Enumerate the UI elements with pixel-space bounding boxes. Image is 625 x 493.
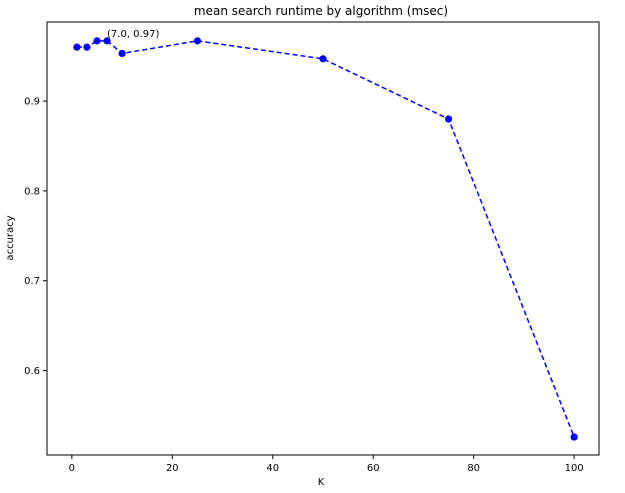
x-tick-label: 60 bbox=[367, 463, 380, 474]
data-point bbox=[83, 43, 91, 51]
annotations: (7.0, 0.97) bbox=[107, 29, 159, 40]
y-tick-label: 0.7 bbox=[24, 276, 40, 287]
data-points bbox=[73, 37, 578, 441]
data-point bbox=[570, 433, 578, 441]
annotation-label: (7.0, 0.97) bbox=[107, 29, 159, 40]
series-line-accuracy bbox=[76, 40, 575, 438]
data-point bbox=[444, 115, 453, 123]
y-tick-label: 0.9 bbox=[24, 97, 40, 108]
data-point bbox=[73, 43, 81, 51]
y-axis-label: accuracy bbox=[5, 215, 16, 260]
x-tick-label: 100 bbox=[565, 463, 584, 474]
x-axis: 0 20 40 60 80 100 bbox=[69, 455, 584, 474]
y-axis: 0.6 0.7 0.8 0.9 bbox=[24, 97, 47, 377]
x-tick-label: 80 bbox=[467, 463, 480, 474]
x-axis-label: K bbox=[318, 477, 325, 488]
data-point bbox=[103, 37, 111, 45]
data-point bbox=[193, 37, 202, 45]
data-point bbox=[93, 37, 101, 45]
chart-title: mean search runtime by algorithm (msec) bbox=[194, 4, 448, 18]
data-point bbox=[118, 49, 126, 58]
x-tick-label: 40 bbox=[266, 463, 279, 474]
data-point bbox=[319, 55, 327, 63]
y-tick-label: 0.8 bbox=[24, 186, 40, 197]
x-tick-label: 0 bbox=[69, 463, 75, 474]
plot-area-frame bbox=[46, 21, 600, 456]
x-tick-label: 20 bbox=[166, 463, 179, 474]
y-tick-label: 0.6 bbox=[24, 366, 40, 377]
